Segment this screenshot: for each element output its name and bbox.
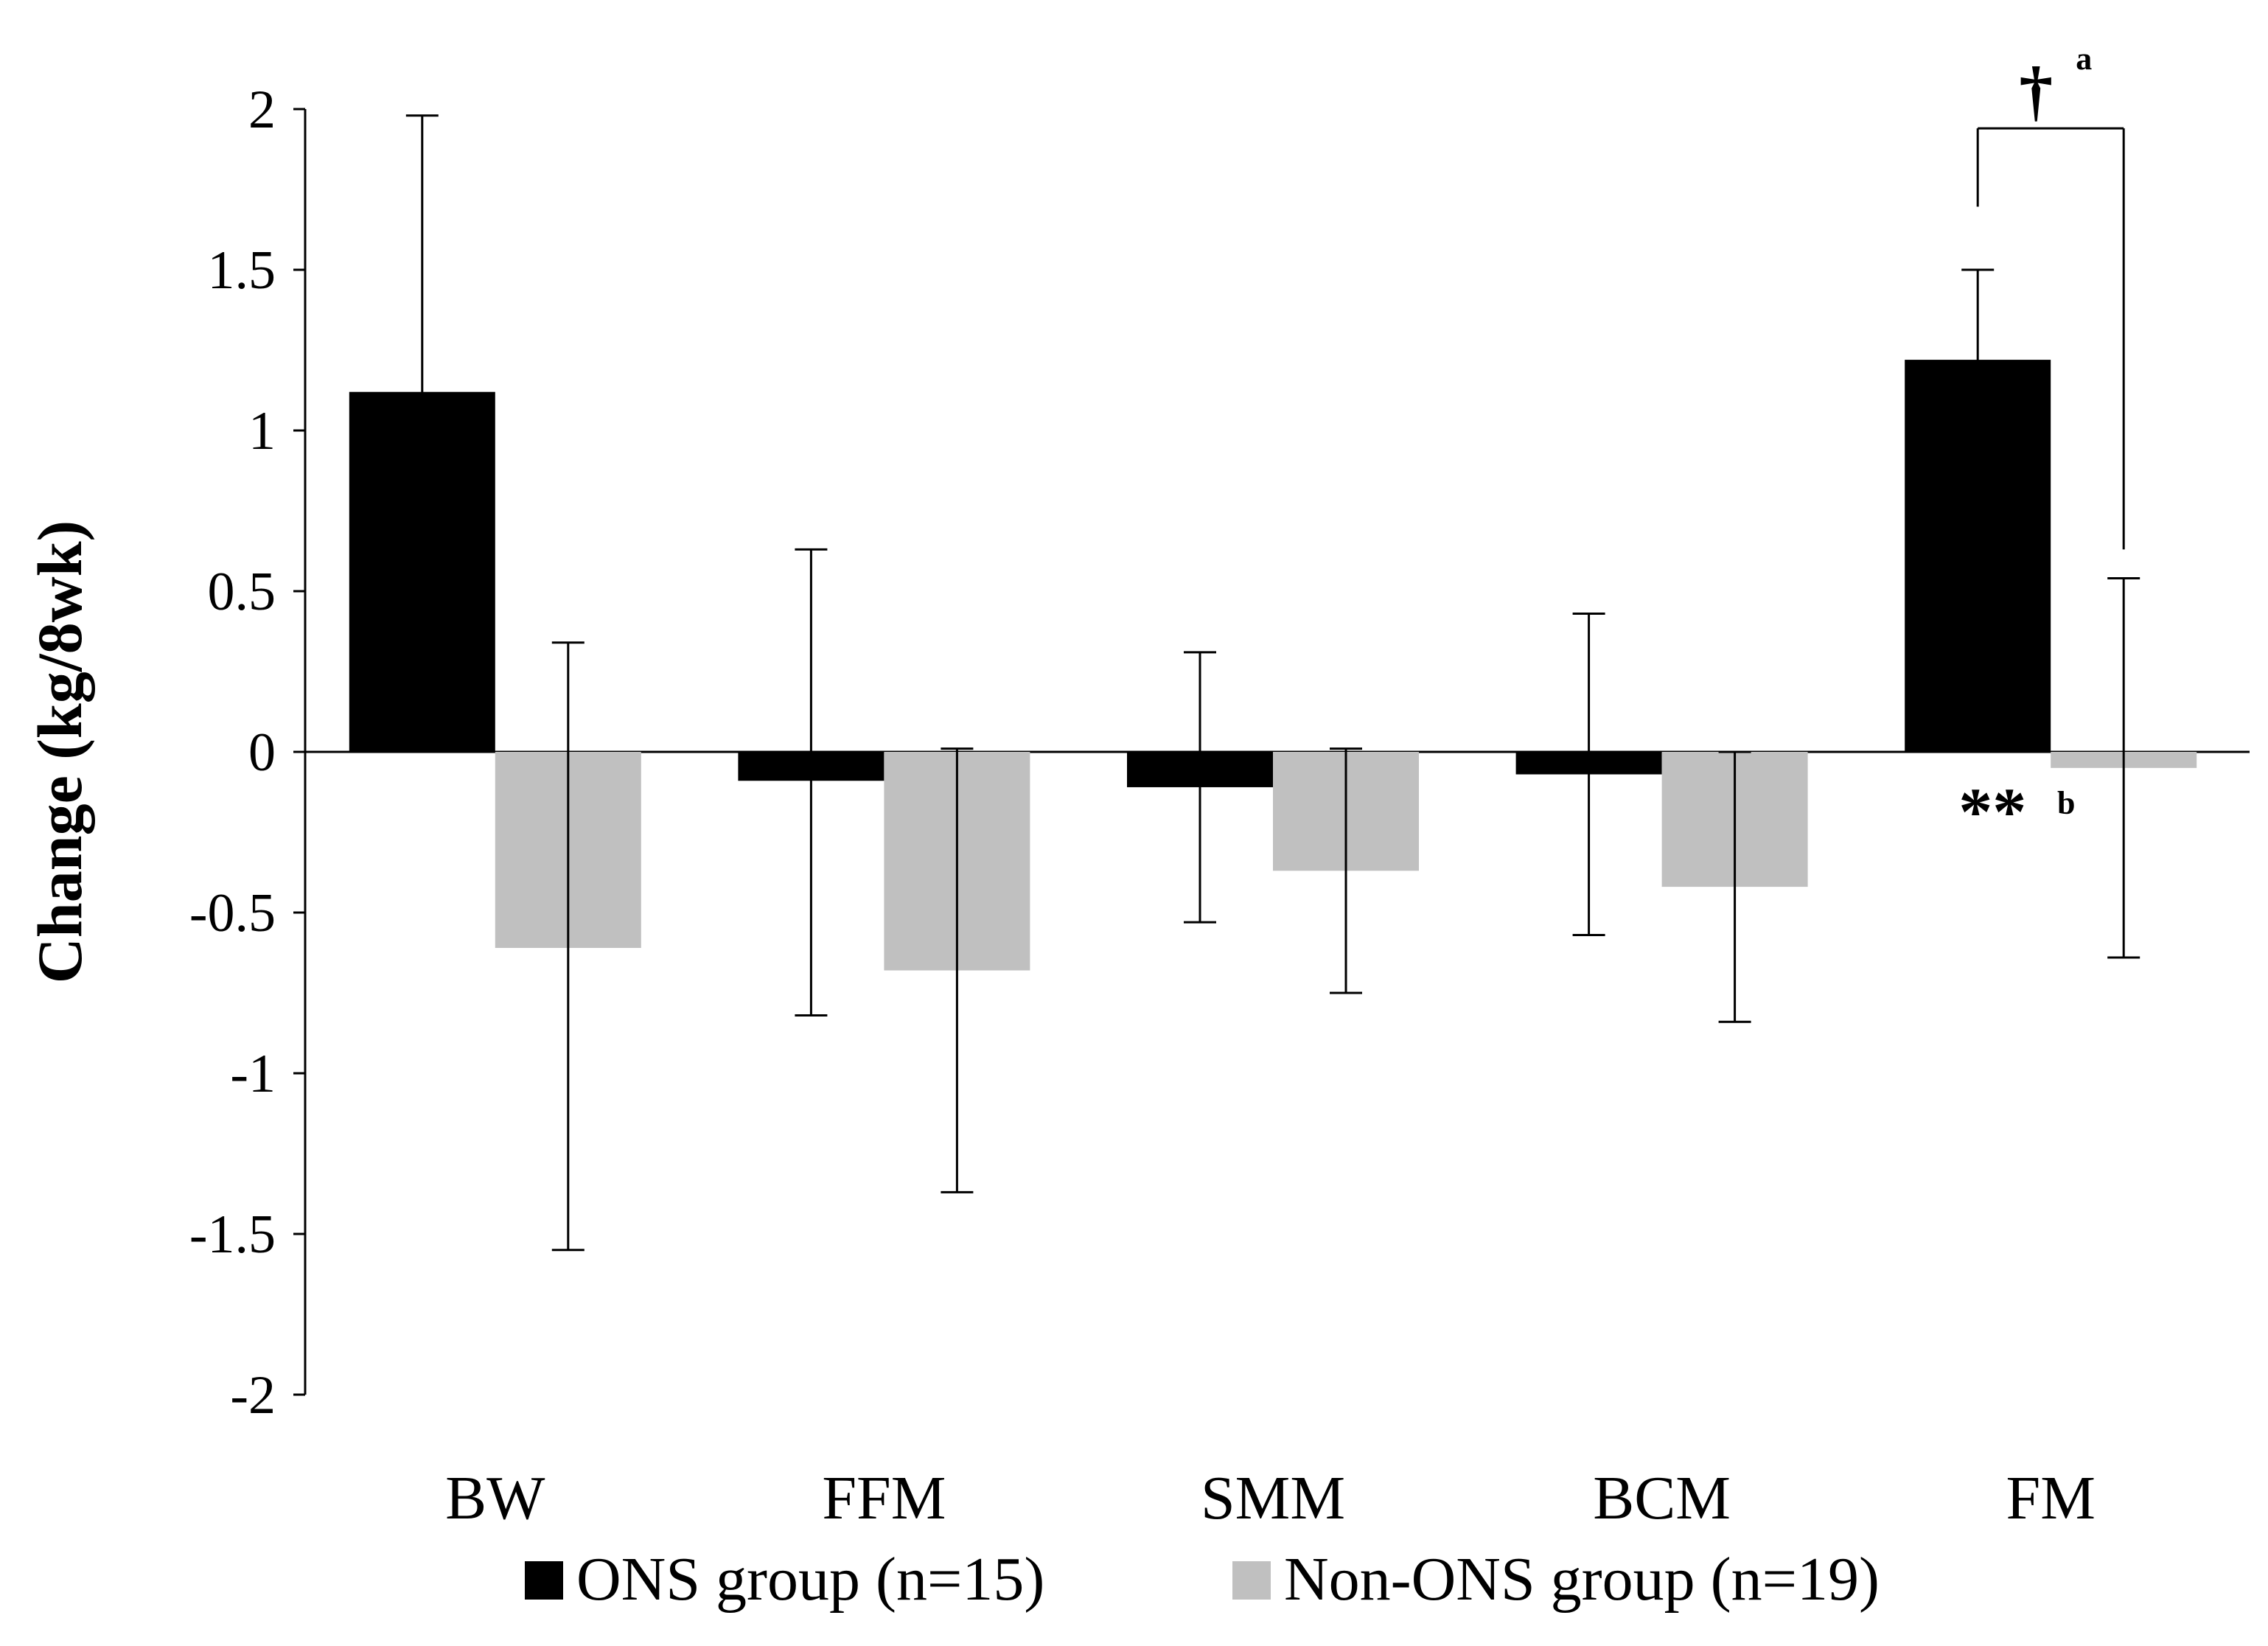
x-tick-label: BW [445, 1464, 545, 1532]
y-tick-label: 1 [248, 401, 276, 461]
legend: ONS group (n=15) Non-ONS group (n=19) [525, 1545, 1880, 1614]
y-axis-label: Change (kg/8wk) [24, 520, 95, 983]
y-tick-label: 0 [248, 722, 276, 783]
bars [349, 360, 2197, 971]
y-tick-label: -1.5 [189, 1204, 276, 1265]
labels: BW FFM SMM BCM FM [445, 1464, 2096, 1532]
error-bars [405, 114, 2140, 1252]
annotations: ** b † a [1958, 41, 2125, 849]
y-tick-label: 0.5 [208, 562, 276, 622]
y-tick-label: -1 [230, 1044, 276, 1104]
y-tick-label: -0.5 [189, 883, 276, 944]
legend-swatch [525, 1561, 563, 1600]
significance-stars: ** [1958, 774, 2026, 849]
significance-superscript: b [2057, 785, 2075, 821]
legend-label: ONS group (n=15) [576, 1545, 1044, 1614]
x-tick-label: FM [2006, 1464, 2095, 1532]
x-tick-label: BCM [1593, 1464, 1731, 1532]
legend-swatch [1232, 1561, 1271, 1600]
y-tick-label: -2 [230, 1365, 276, 1426]
y-tick-label: 1.5 [208, 240, 276, 301]
x-tick-label: SMM [1201, 1464, 1345, 1532]
legend-label: Non-ONS group (n=19) [1284, 1545, 1880, 1614]
dagger-mark: † [2019, 53, 2053, 128]
x-tick-label: FFM [822, 1464, 946, 1532]
y-tick-label: 2 [248, 80, 276, 140]
dagger-superscript: a [2076, 41, 2092, 77]
